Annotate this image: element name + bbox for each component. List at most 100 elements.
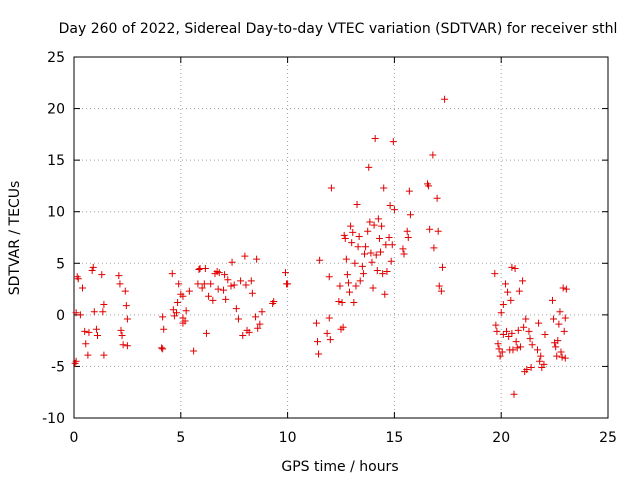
data-point	[388, 241, 396, 249]
data-point	[374, 215, 382, 223]
data-point	[434, 227, 442, 235]
data-point	[550, 315, 558, 323]
data-point	[383, 268, 391, 276]
data-point	[175, 280, 183, 288]
data-point	[207, 280, 215, 288]
data-point	[503, 327, 511, 335]
data-point	[123, 342, 131, 350]
data-point	[359, 270, 367, 278]
data-point	[253, 255, 261, 263]
data-point	[339, 323, 347, 331]
data-point	[389, 138, 397, 146]
x-axis-label: GPS time / hours	[281, 459, 398, 475]
y-tick-label: 25	[47, 50, 65, 66]
data-point	[221, 271, 229, 279]
data-point	[510, 390, 518, 398]
data-points	[71, 95, 570, 398]
data-point	[256, 320, 264, 328]
data-point	[281, 269, 289, 277]
data-point	[368, 258, 376, 266]
data-point	[316, 256, 324, 264]
data-point	[228, 258, 236, 266]
data-point	[347, 222, 355, 230]
data-point	[499, 301, 507, 309]
y-tick-label: 5	[56, 256, 65, 272]
data-point	[557, 348, 565, 356]
data-point	[375, 235, 383, 243]
data-point	[552, 343, 560, 351]
data-point	[159, 345, 167, 353]
data-point	[344, 279, 352, 287]
data-point	[116, 280, 124, 288]
data-point	[336, 282, 344, 290]
data-point	[522, 315, 530, 323]
data-point	[534, 346, 542, 354]
data-point	[430, 244, 438, 252]
data-point	[553, 352, 561, 360]
y-tick-label: 10	[47, 205, 65, 221]
data-point	[426, 225, 434, 233]
data-point	[315, 350, 323, 358]
x-tick-label: 25	[599, 430, 617, 446]
data-point	[385, 234, 393, 241]
data-point	[234, 315, 242, 323]
data-point	[118, 331, 126, 339]
data-point	[342, 255, 350, 263]
data-point	[174, 298, 182, 306]
data-point	[343, 271, 351, 279]
data-point	[350, 298, 358, 306]
data-point	[377, 248, 385, 256]
data-point	[72, 357, 80, 365]
data-point	[387, 257, 395, 265]
data-point	[232, 305, 240, 313]
data-point	[179, 292, 187, 300]
data-point	[254, 324, 262, 332]
data-point	[92, 325, 100, 333]
data-point	[224, 276, 232, 284]
data-point	[168, 270, 176, 278]
data-point	[364, 227, 372, 235]
data-point	[270, 297, 278, 305]
data-point	[508, 329, 516, 337]
data-point	[74, 275, 82, 283]
data-point	[554, 337, 562, 345]
data-point	[535, 319, 543, 327]
data-point	[438, 263, 446, 271]
data-point	[81, 327, 89, 335]
data-point	[205, 292, 213, 300]
data-point	[122, 302, 130, 310]
data-point	[372, 251, 380, 259]
grid-lines	[74, 57, 608, 418]
data-point	[355, 232, 363, 240]
data-point	[406, 211, 414, 219]
data-point	[523, 366, 531, 374]
data-point	[501, 280, 509, 288]
x-tick-label: 10	[279, 430, 297, 446]
data-point	[365, 163, 373, 171]
data-point	[528, 341, 536, 349]
data-point	[123, 315, 131, 323]
data-point	[159, 313, 167, 321]
data-point	[284, 280, 292, 288]
data-point	[512, 338, 520, 346]
data-point	[516, 343, 524, 351]
data-point	[405, 187, 413, 195]
data-point	[335, 297, 343, 305]
data-point	[82, 340, 90, 348]
y-axis-label: SDTVAR / TECUs	[7, 181, 23, 296]
data-point	[367, 249, 375, 257]
data-point	[362, 243, 370, 251]
data-point	[121, 287, 129, 295]
data-point	[556, 308, 564, 316]
data-point	[358, 262, 366, 270]
data-point	[245, 328, 253, 336]
data-point	[89, 263, 97, 271]
data-point	[115, 272, 123, 280]
data-point	[561, 354, 569, 362]
data-point	[323, 329, 331, 337]
data-point	[242, 281, 250, 289]
data-point	[198, 284, 206, 292]
data-point	[514, 326, 522, 334]
data-point	[338, 298, 346, 306]
x-tick-label: 20	[492, 430, 510, 446]
